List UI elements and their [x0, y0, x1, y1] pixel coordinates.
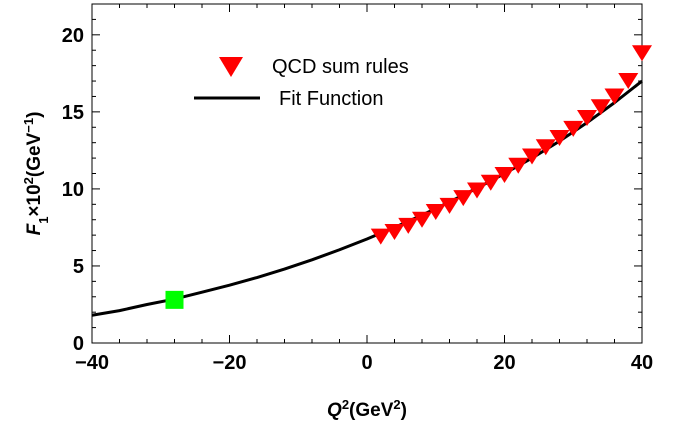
- qcd-sum-rules-point: [439, 197, 460, 214]
- fit-function-curve: [91, 79, 643, 317]
- x-tick-label: 20: [493, 352, 515, 374]
- y-tick-label: 20: [62, 25, 84, 47]
- qcd-sum-rules-point: [508, 157, 529, 174]
- qcd-sum-rules-point: [618, 73, 639, 90]
- y-tick-label: 0: [73, 333, 84, 355]
- qcd-sum-rules-point: [480, 174, 501, 191]
- qcd-sum-rules-point: [549, 130, 570, 147]
- axis-labels: −40 −20 0 20 40 0 5 10 15 20 Q2(GeV2) F1×102(GeV−1): [21, 25, 654, 421]
- x-tick-label: 0: [361, 352, 372, 374]
- axis-ticks: [91, 3, 643, 344]
- y-tick-label: 5: [73, 256, 84, 278]
- qcd-sum-rules-point: [398, 217, 419, 234]
- qcd-sum-rules-point: [522, 148, 542, 165]
- legend: QCD sum rules Fit Function: [194, 56, 409, 110]
- qcd-sum-rules-point: [577, 110, 597, 127]
- qcd-sum-rules-point: [632, 45, 652, 62]
- y-tick-label: 15: [62, 102, 84, 124]
- x-tick-label: 40: [631, 352, 653, 374]
- extrapolated-point: [165, 290, 184, 309]
- legend-triangle-marker: [219, 57, 243, 77]
- qcd-sum-rules-point: [563, 120, 584, 137]
- qcd-sum-rules-point: [535, 139, 556, 156]
- data-markers-layer: [165, 45, 652, 309]
- x-tick-label: −20: [213, 352, 247, 374]
- x-tick-label: −40: [75, 352, 109, 374]
- legend-label-fit: Fit Function: [279, 88, 383, 110]
- qcd-sum-rules-point: [453, 190, 474, 207]
- qcd-sum-rules-point: [412, 211, 432, 228]
- qcd-sum-rules-point: [467, 182, 487, 199]
- y-axis-label: F1×102(GeV−1): [21, 112, 51, 236]
- fit-function-layer: [91, 79, 643, 317]
- qcd-sum-rules-point: [370, 228, 391, 245]
- qcd-sum-rules-point: [590, 99, 611, 116]
- x-axis-label: Q2(GeV2): [327, 397, 407, 422]
- qcd-sum-rules-point: [384, 224, 405, 241]
- y-tick-label: 10: [62, 179, 84, 201]
- qcd-sum-rules-point: [494, 167, 515, 184]
- legend-label-qcd: QCD sum rules: [272, 56, 409, 78]
- qcd-sum-rules-point: [425, 204, 446, 221]
- qcd-sum-rules-point: [604, 88, 625, 105]
